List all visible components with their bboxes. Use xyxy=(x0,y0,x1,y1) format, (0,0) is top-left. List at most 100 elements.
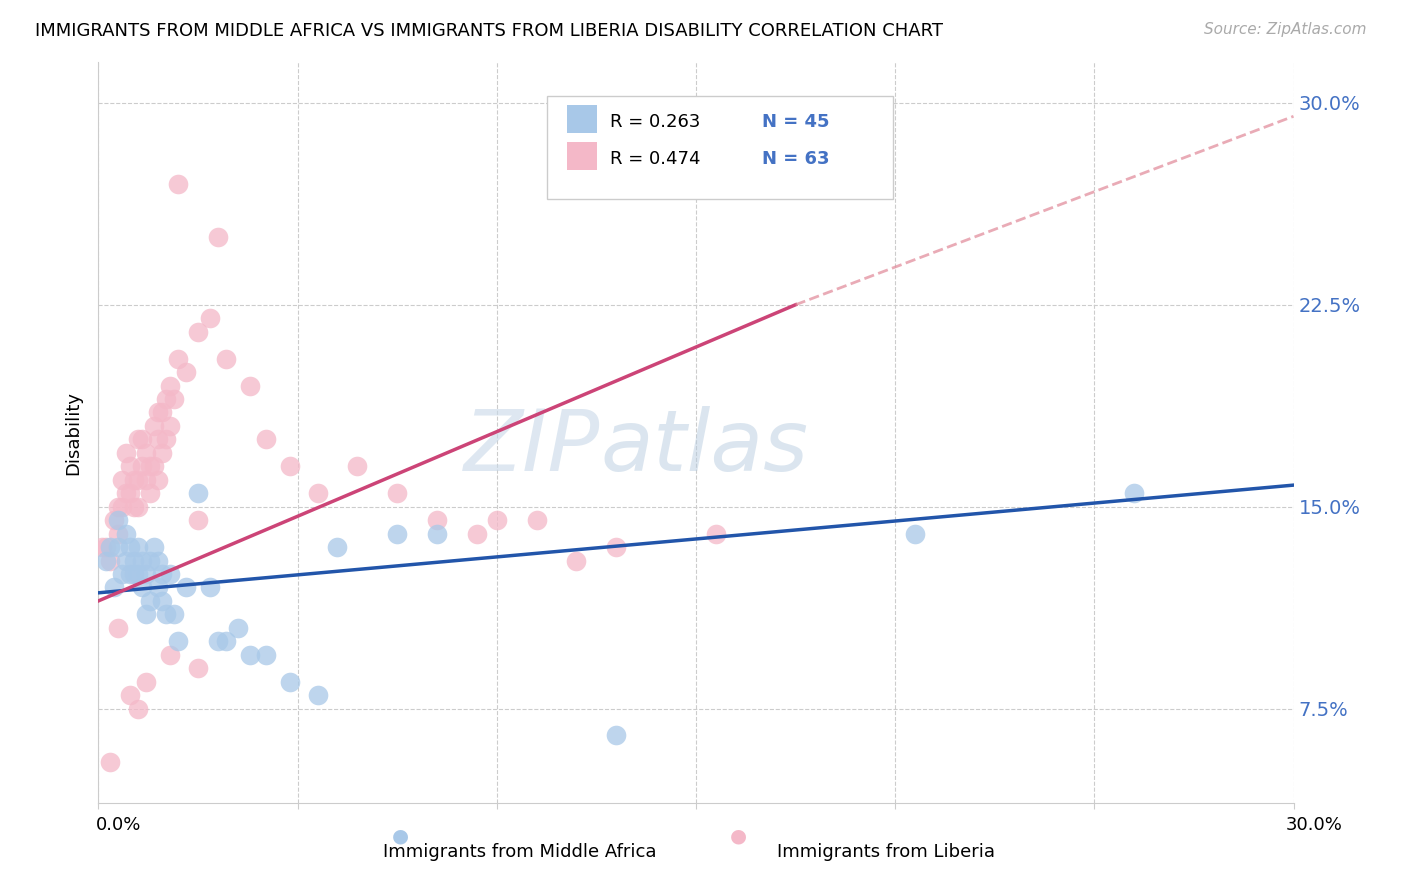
Point xyxy=(187,325,209,339)
Point xyxy=(96,553,118,567)
Point xyxy=(904,526,927,541)
Point xyxy=(124,473,146,487)
Point xyxy=(148,581,170,595)
Point xyxy=(155,392,177,406)
Point xyxy=(485,513,508,527)
Point xyxy=(426,513,449,527)
Point xyxy=(426,526,449,541)
Point xyxy=(215,351,238,366)
Point xyxy=(98,553,122,567)
Point xyxy=(135,674,157,689)
Text: ●: ● xyxy=(730,826,747,846)
Point xyxy=(115,526,138,541)
Text: N = 63: N = 63 xyxy=(762,150,830,168)
Point xyxy=(98,540,122,554)
Point xyxy=(167,351,190,366)
Point xyxy=(120,486,142,500)
Text: R = 0.263: R = 0.263 xyxy=(610,112,700,130)
Point xyxy=(385,486,409,500)
Point xyxy=(167,634,190,648)
Point xyxy=(187,513,209,527)
Point xyxy=(187,661,209,675)
Point xyxy=(174,581,197,595)
Point xyxy=(155,433,177,447)
FancyBboxPatch shape xyxy=(547,95,893,200)
Point xyxy=(150,594,173,608)
Point xyxy=(139,486,162,500)
Point xyxy=(174,365,197,379)
Point xyxy=(239,378,262,392)
Point xyxy=(127,500,149,514)
Point xyxy=(159,566,181,581)
Point xyxy=(131,433,153,447)
Point xyxy=(127,473,149,487)
Point xyxy=(150,446,173,460)
Point xyxy=(278,674,301,689)
Point xyxy=(127,540,149,554)
Point xyxy=(107,526,129,541)
Point xyxy=(150,405,173,419)
Point xyxy=(148,405,170,419)
Point xyxy=(107,540,129,554)
Point xyxy=(111,566,134,581)
Point xyxy=(704,526,727,541)
Point xyxy=(98,756,122,770)
Point xyxy=(346,459,368,474)
Point xyxy=(103,581,125,595)
Point xyxy=(278,459,301,474)
Text: IMMIGRANTS FROM MIDDLE AFRICA VS IMMIGRANTS FROM LIBERIA DISABILITY CORRELATION : IMMIGRANTS FROM MIDDLE AFRICA VS IMMIGRA… xyxy=(35,22,943,40)
Point xyxy=(107,621,129,635)
Point xyxy=(163,392,186,406)
Point xyxy=(139,553,162,567)
Point xyxy=(135,607,157,622)
Point xyxy=(124,553,146,567)
Point xyxy=(307,486,329,500)
Point xyxy=(148,433,170,447)
Y-axis label: Disability: Disability xyxy=(65,391,83,475)
Point xyxy=(239,648,262,662)
Point xyxy=(163,607,186,622)
Point xyxy=(167,177,190,191)
Point xyxy=(120,540,142,554)
Point xyxy=(115,446,138,460)
Text: 30.0%: 30.0% xyxy=(1286,816,1343,834)
Point xyxy=(207,634,229,648)
Point xyxy=(131,553,153,567)
Point xyxy=(131,581,153,595)
Point xyxy=(127,566,149,581)
Text: 0.0%: 0.0% xyxy=(96,816,141,834)
Text: atlas: atlas xyxy=(600,406,808,489)
Point xyxy=(91,540,114,554)
Point xyxy=(148,553,170,567)
Point xyxy=(155,607,177,622)
Point xyxy=(131,459,153,474)
Point xyxy=(124,500,146,514)
Point xyxy=(465,526,488,541)
Point xyxy=(385,526,409,541)
Point xyxy=(159,378,181,392)
Text: Immigrants from Liberia: Immigrants from Liberia xyxy=(776,843,995,861)
Point xyxy=(135,566,157,581)
Point xyxy=(254,648,277,662)
Point xyxy=(139,459,162,474)
Point xyxy=(198,581,221,595)
Point xyxy=(127,701,149,715)
Text: ZIP: ZIP xyxy=(464,406,600,489)
Point xyxy=(96,540,118,554)
Point xyxy=(526,513,548,527)
Text: Immigrants from Middle Africa: Immigrants from Middle Africa xyxy=(384,843,657,861)
Point xyxy=(226,621,249,635)
Text: N = 45: N = 45 xyxy=(762,112,830,130)
Point xyxy=(159,648,181,662)
Point xyxy=(307,688,329,702)
Point xyxy=(139,594,162,608)
Point xyxy=(120,688,142,702)
Point xyxy=(254,433,277,447)
Point xyxy=(1123,486,1146,500)
Point xyxy=(605,729,627,743)
Point xyxy=(143,540,166,554)
Text: ●: ● xyxy=(392,826,409,846)
Point xyxy=(135,473,157,487)
Point xyxy=(135,446,157,460)
Point xyxy=(565,553,588,567)
